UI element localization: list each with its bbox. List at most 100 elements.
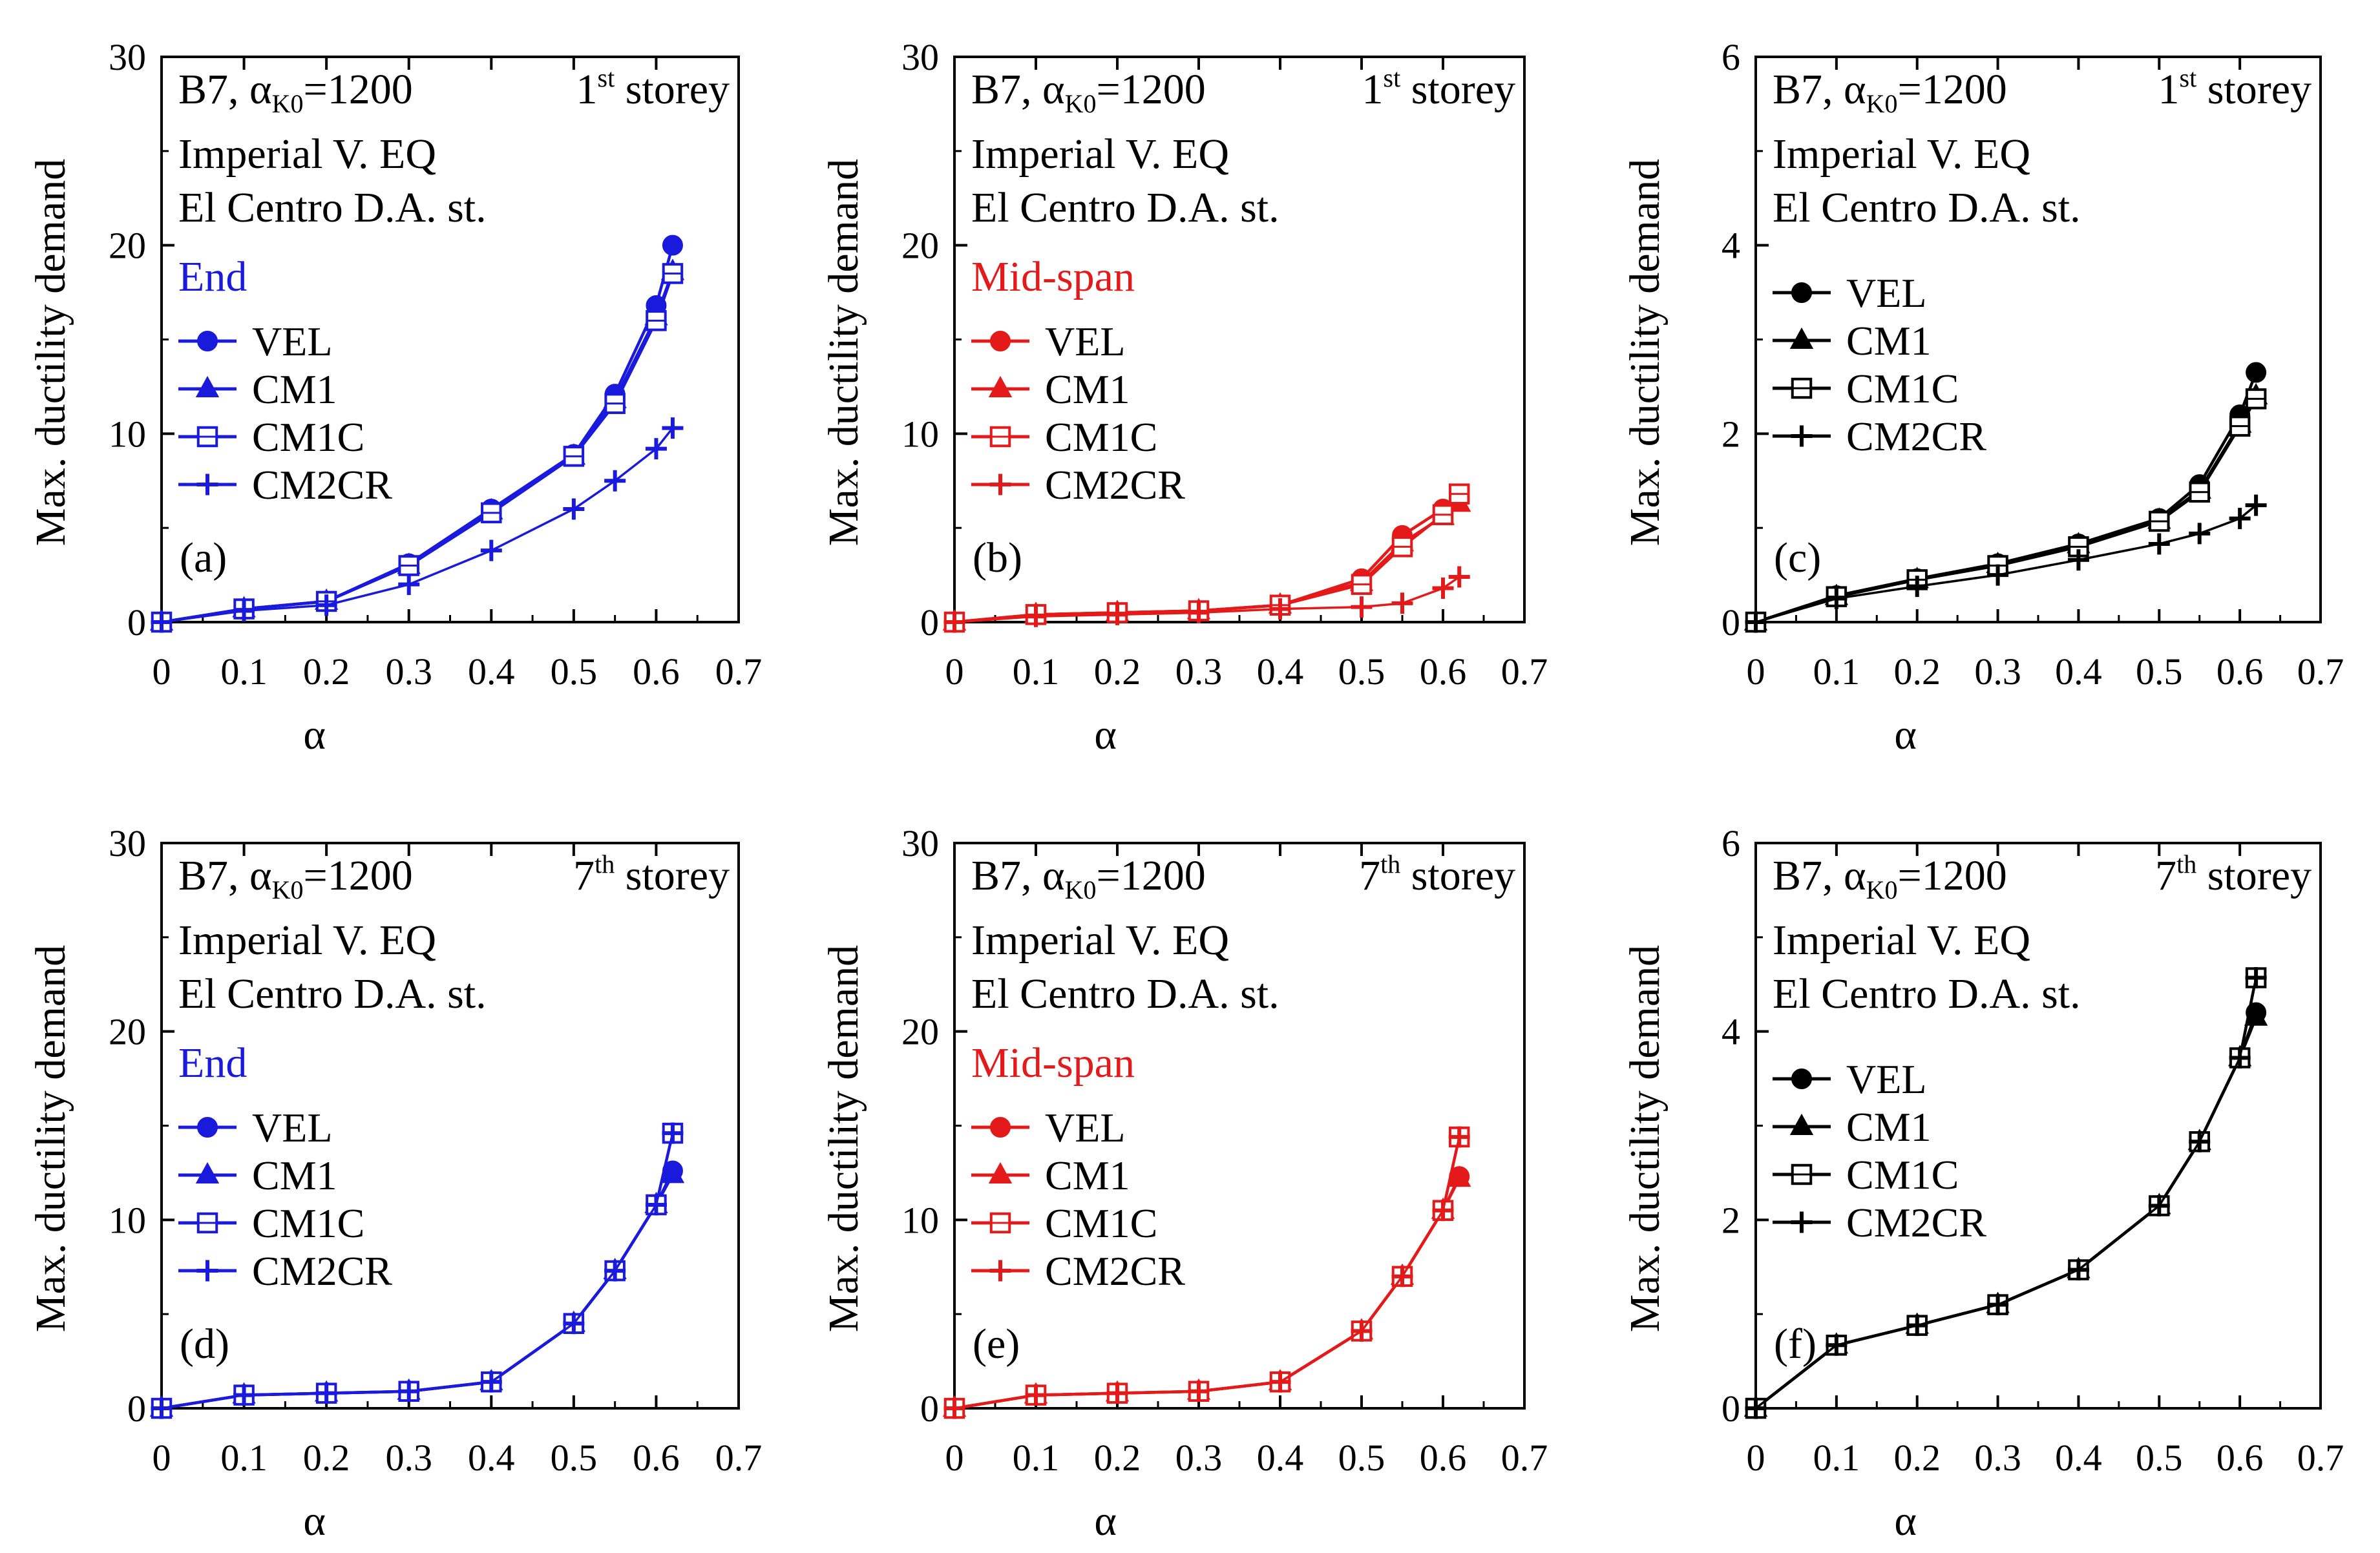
y-tick-label: 0: [127, 1388, 146, 1430]
data-point-cm2cr: [1106, 1382, 1128, 1404]
data-point-cm2cr: [2067, 1259, 2089, 1281]
title-building-main: B7, α: [1773, 852, 1866, 899]
legend-marker-vel: [1791, 1068, 1812, 1089]
panel-d: 0 0.1 0.2 0.3 0.4 0.5 0.6 0.7 0 10 20 30 α Max. ducti…: [27, 822, 762, 1545]
x-tick-label: 0.7: [1501, 1437, 1548, 1479]
title-building: B7, αK0=1200: [1773, 852, 2007, 904]
data-point-cm2cr: [315, 594, 337, 616]
panel-tag: (e): [973, 1320, 1020, 1368]
legend-label-cm1c: CM1C: [1045, 414, 1157, 460]
title-building-main: B7, α: [971, 66, 1065, 113]
series-cm1c: [943, 1126, 1470, 1419]
y-tick-label: 0: [1722, 1388, 1740, 1430]
y-axis-label: Max. ductility demand: [1621, 159, 1669, 546]
y-tick-label: 10: [109, 1199, 146, 1241]
station-label: El Centro D.A. st.: [178, 970, 487, 1017]
panel-tag: (c): [1774, 534, 1821, 581]
x-tick-label: 0.7: [715, 651, 763, 693]
series-cm1: [1743, 382, 2268, 631]
x-tick-label: 0.4: [1257, 651, 1304, 693]
storey-number: 1: [2158, 66, 2180, 113]
x-tick-label: 0.6: [2217, 1437, 2264, 1479]
y-axis-label: Max. ductility demand: [820, 159, 867, 546]
y-tick-label: 4: [1722, 225, 1740, 267]
data-point-cm1c: [398, 555, 419, 576]
legend-label-cm1: CM1: [1045, 1152, 1130, 1198]
station-label: El Centro D.A. st.: [1773, 970, 2081, 1017]
legend-marker-vel: [197, 1117, 218, 1138]
legend-label-vel: VEL: [1846, 270, 1926, 316]
y-tick-label: 6: [1722, 36, 1740, 78]
legend-marker-vel: [197, 331, 218, 351]
storey-label: 1st storey: [576, 63, 730, 113]
title-building: B7, αK0=1200: [178, 852, 413, 904]
x-tick-label: 0.3: [1175, 651, 1223, 693]
data-point-cm1c: [2245, 388, 2267, 410]
x-tick-label: 0.1: [1813, 651, 1860, 693]
data-point-cm1c: [481, 502, 502, 524]
data-point-cm2cr: [1269, 598, 1291, 620]
data-point-cm2cr: [315, 1382, 337, 1404]
data-point-cm2cr: [1269, 1371, 1291, 1393]
title-building-value: =1200: [1898, 66, 2007, 113]
x-tick-label: 0.5: [551, 651, 598, 693]
legend-label-vel: VEL: [252, 318, 332, 364]
data-point-cm2cr: [645, 1194, 667, 1216]
x-tick-label: 0.2: [1094, 1437, 1141, 1479]
legend-marker-cm1: [1789, 1113, 1814, 1135]
storey-word: storey: [2196, 66, 2312, 113]
storey-superscript: st: [2180, 63, 2197, 92]
x-tick-label: 0.2: [1893, 651, 1941, 693]
series-cm2cr: [943, 1126, 1470, 1419]
x-tick-label: 0.3: [1974, 1437, 2021, 1479]
storey-word: storey: [1400, 852, 1515, 899]
title-building-main: B7, α: [178, 852, 272, 899]
y-tick-label: 30: [109, 822, 146, 864]
x-axis-label: α: [303, 1497, 326, 1545]
x-tick-label: 0.1: [220, 1437, 268, 1479]
panel-b: 0 0.1 0.2 0.3 0.4 0.5 0.6 0.7 0 10 20 30 α Max. ducti…: [820, 36, 1548, 758]
series-line-vel: [161, 1170, 674, 1410]
title-building: B7, αK0=1200: [971, 852, 1206, 904]
panel-a: 0 0.1 0.2 0.3 0.4 0.5 0.6 0.7 0 10 20 30 α Max. ducti…: [27, 36, 762, 758]
series-cm1c: [1745, 388, 2267, 633]
title-building: B7, αK0=1200: [1773, 66, 2007, 118]
legend-marker-cm1: [195, 375, 220, 397]
data-point-cm1c: [1351, 574, 1373, 595]
title-building: B7, αK0=1200: [178, 66, 413, 118]
storey-label: 1st storey: [1362, 63, 1515, 113]
legend-label-vel: VEL: [1045, 318, 1125, 364]
storey-word: storey: [1400, 66, 1515, 113]
series-cm1c: [943, 483, 1470, 633]
x-tick-label: 0.5: [2136, 1437, 2183, 1479]
data-point-cm2cr: [2148, 533, 2170, 555]
legend-label-vel: VEL: [1045, 1105, 1125, 1151]
x-tick-label: 0.5: [2136, 651, 2183, 693]
data-point-cm2cr: [1906, 1315, 1928, 1337]
legend-marker-cm1c: [196, 426, 218, 448]
data-point-cm2cr: [233, 1384, 255, 1406]
legend-marker-cm1c: [1791, 377, 1813, 399]
legend-marker-cm1: [988, 1162, 1013, 1183]
series-cm2cr: [1745, 494, 2267, 633]
x-tick-label: 0.3: [385, 651, 432, 693]
data-point-cm2cr: [151, 1397, 173, 1419]
storey-superscript: th: [595, 849, 615, 879]
legend-marker-vel: [990, 331, 1011, 351]
x-axis-label: α: [1094, 711, 1117, 758]
legend-marker-vel: [990, 1117, 1011, 1138]
legend-marker-cm1: [988, 375, 1013, 397]
data-point-cm2cr: [662, 1122, 684, 1144]
storey-superscript: st: [598, 63, 615, 92]
x-tick-label: 0.5: [551, 1437, 598, 1479]
y-tick-label: 0: [1722, 601, 1740, 643]
data-point-cm2cr: [1351, 1320, 1373, 1342]
data-point-cm2cr: [1826, 1334, 1848, 1356]
data-point-cm1: [2244, 1004, 2268, 1026]
legend-marker-cm2cr: [1791, 425, 1813, 447]
y-axis-label: Max. ductility demand: [820, 945, 867, 1332]
series-line-cm1: [161, 1174, 674, 1410]
legend-label-cm1c: CM1C: [1846, 366, 1959, 412]
